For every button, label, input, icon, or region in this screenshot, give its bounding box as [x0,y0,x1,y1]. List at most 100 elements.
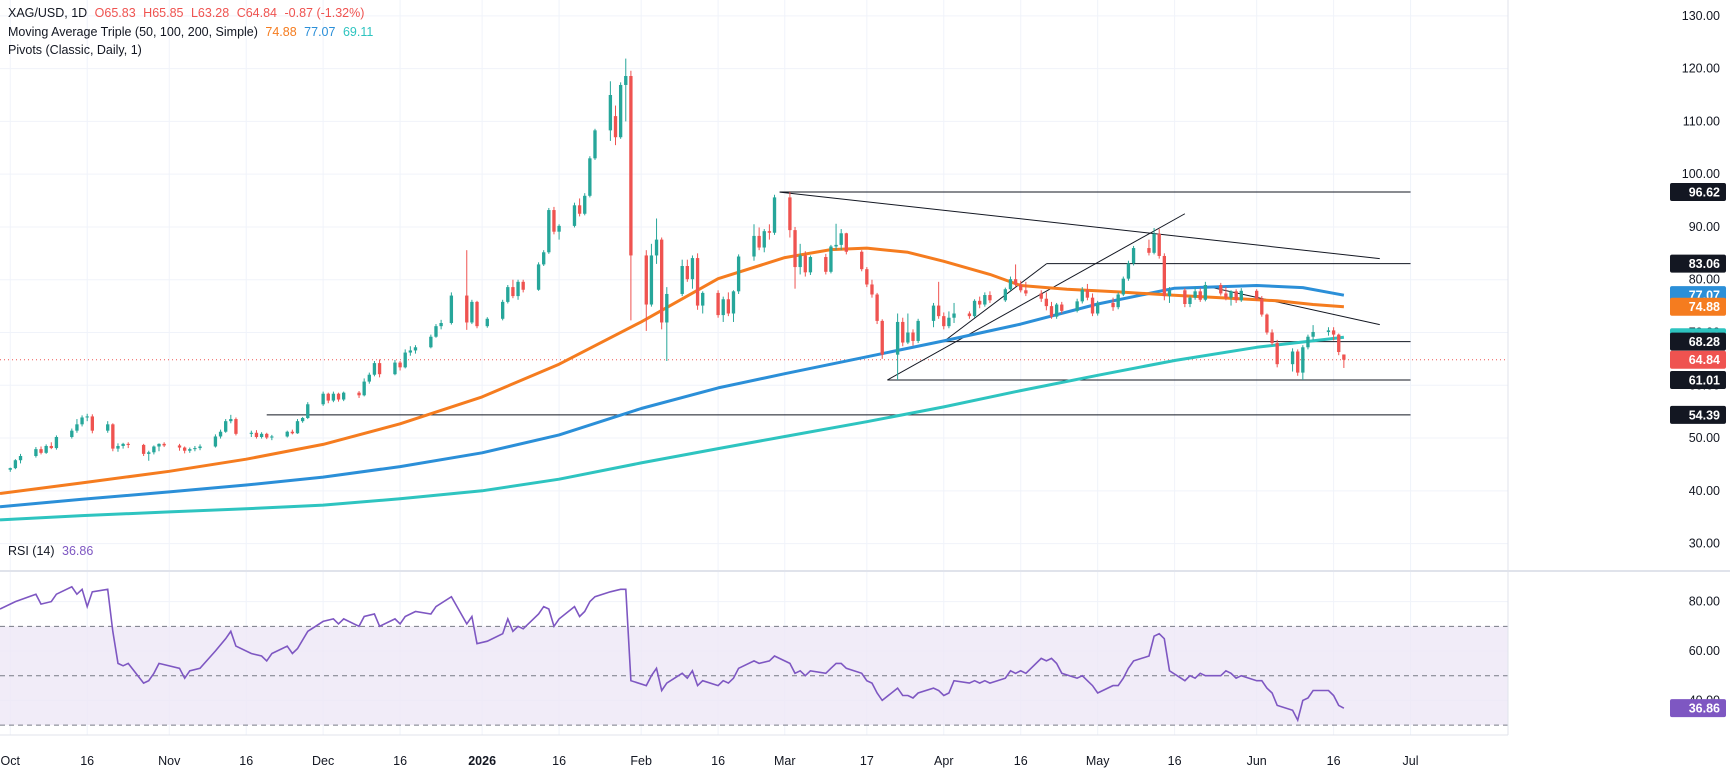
candle[interactable] [177,443,182,451]
candle[interactable] [695,253,700,310]
candle[interactable] [1060,301,1064,314]
candle[interactable] [141,443,146,456]
candle[interactable] [336,392,341,402]
candle[interactable] [234,417,238,436]
candle[interactable] [552,206,556,235]
candle[interactable] [265,432,269,440]
candle[interactable] [357,391,361,398]
candle[interactable] [731,290,736,322]
candle[interactable] [321,391,325,406]
candle[interactable] [49,442,53,450]
candle[interactable] [875,292,879,325]
candle[interactable] [326,392,330,404]
candle[interactable] [259,432,264,439]
candle[interactable] [803,251,807,277]
candle[interactable] [916,318,920,344]
candle[interactable] [1116,292,1120,310]
candle[interactable] [162,442,166,448]
candle[interactable] [895,313,900,381]
candle[interactable] [844,232,848,255]
candle[interactable] [721,296,725,322]
candle[interactable] [1075,298,1079,313]
candle[interactable] [75,419,79,433]
candle[interactable] [54,435,59,450]
candle[interactable] [485,317,489,328]
candle[interactable] [726,292,731,317]
candle[interactable] [1275,339,1279,368]
rsi-badge[interactable]: 36.86 [1670,699,1726,718]
candle[interactable] [593,128,597,160]
candle[interactable] [1085,283,1090,301]
candle[interactable] [557,224,561,240]
rsi-label[interactable]: RSI (14) [8,544,55,558]
candle[interactable] [870,279,874,298]
candle[interactable] [106,421,110,433]
candle[interactable] [516,279,520,300]
candle[interactable] [1270,329,1274,346]
candle[interactable] [1090,293,1095,317]
candle[interactable] [1331,327,1336,341]
candle[interactable] [367,372,371,384]
candle[interactable] [767,224,772,240]
candle[interactable] [116,443,120,452]
candle[interactable] [1224,287,1228,301]
candle[interactable] [413,345,418,354]
candle[interactable] [449,292,454,325]
candle[interactable] [829,244,833,274]
ma-legend[interactable]: Moving Average Triple (50, 100, 200, Sim… [8,25,377,39]
candle[interactable] [1080,287,1084,304]
candle[interactable] [1311,325,1315,340]
candle[interactable] [70,428,74,439]
candle[interactable] [18,453,23,464]
candle[interactable] [1188,295,1192,308]
candle[interactable] [690,255,695,289]
candle[interactable] [44,444,48,454]
price-badge[interactable]: 83.06 [1670,254,1726,273]
candle[interactable] [839,229,843,251]
candle[interactable] [1003,287,1008,302]
candle[interactable] [824,253,828,275]
candle[interactable] [408,346,413,356]
candle[interactable] [331,391,336,403]
candle[interactable] [618,82,623,139]
candle[interactable] [249,430,254,437]
candle[interactable] [1024,281,1028,297]
candle[interactable] [1019,280,1023,293]
candle[interactable] [588,156,592,198]
pivots-label[interactable]: Pivots (Classic, Daily, 1) [8,43,142,57]
price-badge[interactable]: 68.28 [1670,332,1726,351]
candle[interactable] [1131,245,1136,266]
candle[interactable] [1229,290,1233,306]
candle[interactable] [978,296,982,309]
candle[interactable] [536,262,541,291]
candle[interactable] [1054,302,1059,319]
candle[interactable] [295,419,300,434]
candle[interactable] [511,279,515,299]
candle[interactable] [1039,290,1043,302]
candle[interactable] [270,434,274,441]
candle[interactable] [967,311,972,319]
candle[interactable] [649,243,654,307]
candle[interactable] [121,442,125,449]
candle[interactable] [254,430,259,439]
candle[interactable] [906,313,910,345]
candle[interactable] [306,402,310,420]
candle[interactable] [1234,289,1238,303]
candle[interactable] [475,300,479,329]
candle[interactable] [290,429,295,435]
candle[interactable] [865,267,869,288]
candle[interactable] [752,224,756,261]
candle[interactable] [1147,239,1151,256]
candle[interactable] [1049,301,1054,319]
candle[interactable] [1013,264,1018,288]
symbol-legend[interactable]: XAG/USD, 1D O65.83 H65.85 L63.28 C64.84 … [8,6,368,20]
candle[interactable] [429,334,433,349]
candle[interactable] [1095,300,1100,316]
candle[interactable] [1183,288,1187,308]
candle[interactable] [988,291,992,303]
candle[interactable] [90,414,94,434]
candle[interactable] [1198,288,1202,302]
candle[interactable] [500,299,505,321]
